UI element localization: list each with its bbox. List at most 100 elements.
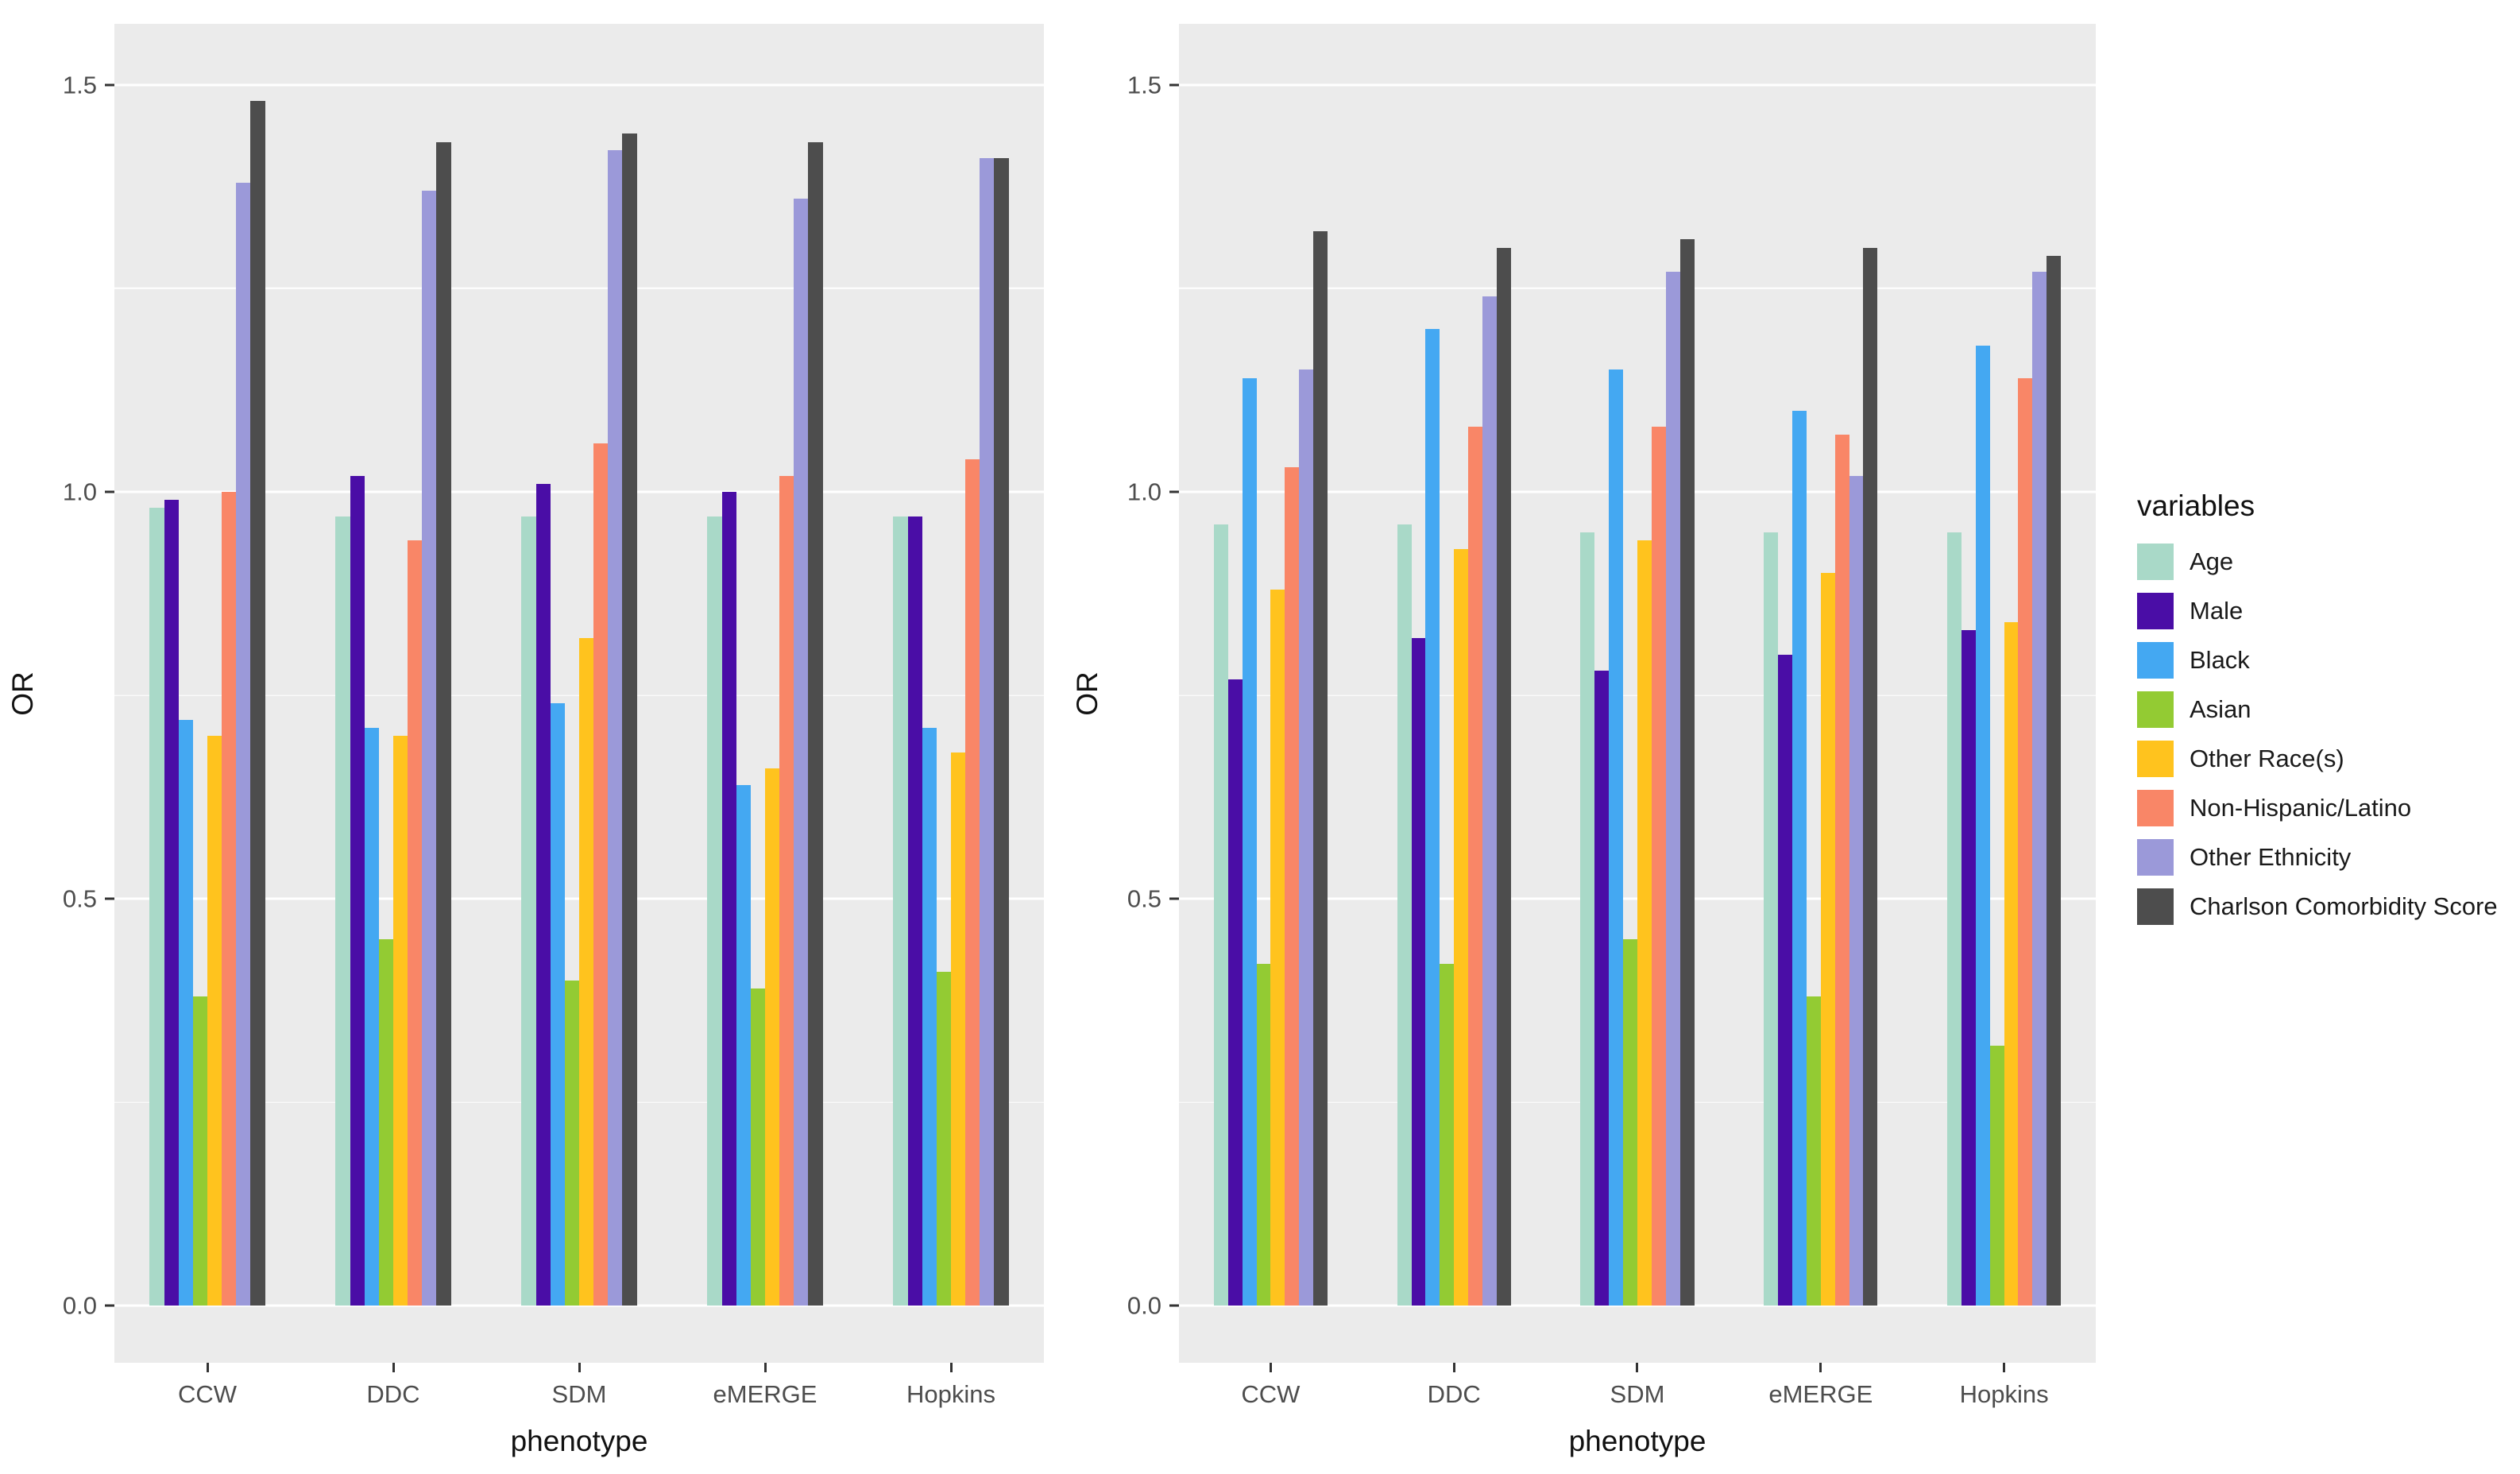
y-tick-mark bbox=[105, 1304, 114, 1307]
bar-other-ethnicity bbox=[1482, 296, 1497, 1306]
y-tick-label: 1.0 bbox=[62, 478, 97, 506]
bar-age bbox=[1764, 532, 1779, 1306]
x-tick-label: eMERGE bbox=[1768, 1380, 1873, 1408]
x-tick-label: SDM bbox=[551, 1380, 607, 1408]
bar-asian bbox=[378, 939, 394, 1306]
x-axis-slot: SDM bbox=[486, 1363, 672, 1414]
legend-item-non-hispanic-latino: Non-Hispanic/Latino bbox=[2137, 789, 2520, 826]
y-tick-mark bbox=[105, 897, 114, 900]
y-axis-title-text: OR bbox=[6, 671, 39, 716]
bar-non-hispanic-latino bbox=[1285, 467, 1300, 1306]
bar-group-sdm bbox=[1546, 24, 1730, 1306]
x-tick-mark bbox=[392, 1363, 395, 1372]
bar-other-race-s bbox=[1454, 548, 1469, 1306]
x-tick-mark bbox=[2003, 1363, 2006, 1372]
x-axis: CCW DDC SDM eMERGE Hopkins bbox=[1179, 1363, 2096, 1414]
x-axis-slot: SDM bbox=[1546, 1363, 1730, 1414]
bar-charlson-comorbidity-score bbox=[1313, 231, 1328, 1306]
x-axis-slot: CCW bbox=[1179, 1363, 1362, 1414]
x-tick-mark bbox=[1819, 1363, 1822, 1372]
legend: variables Age Male Black Asian Other Race(s)… bbox=[2116, 0, 2520, 1450]
bar-other-ethnicity bbox=[422, 191, 437, 1306]
bar-group-sdm bbox=[486, 24, 672, 1306]
bar-cluster bbox=[1213, 24, 1328, 1306]
legend-swatch-non-hispanic-latino bbox=[2137, 789, 2174, 826]
x-tick-mark bbox=[206, 1363, 209, 1372]
bar-cluster bbox=[521, 24, 637, 1306]
x-axis-slot: eMERGE bbox=[1729, 1363, 1912, 1414]
bar-male bbox=[1961, 630, 1976, 1306]
gridline-major bbox=[1179, 83, 2096, 87]
bar-other-race-s bbox=[1270, 589, 1285, 1306]
bar-charlson-comorbidity-score bbox=[1863, 247, 1878, 1306]
bar-asian bbox=[1440, 964, 1455, 1306]
x-axis-slot: Hopkins bbox=[1912, 1363, 2096, 1414]
legend-swatch-other-ethnicity bbox=[2137, 838, 2174, 876]
bar-cluster bbox=[707, 24, 823, 1306]
bar-age bbox=[1397, 524, 1412, 1306]
gridline-major bbox=[114, 490, 1044, 493]
bar-black bbox=[736, 784, 751, 1306]
legend-label: Other Race(s) bbox=[2190, 744, 2344, 772]
legend-label: Non-Hispanic/Latino bbox=[2190, 793, 2412, 822]
bar-other-ethnicity bbox=[1665, 272, 1680, 1306]
plot-area bbox=[1179, 24, 2096, 1306]
legend-swatch-age bbox=[2137, 543, 2174, 580]
bar-black bbox=[1792, 410, 1807, 1306]
bar-charlson-comorbidity-score bbox=[994, 158, 1009, 1306]
legend-label: Asian bbox=[2190, 694, 2251, 723]
bar-group-emerge bbox=[1729, 24, 1912, 1306]
bar-non-hispanic-latino bbox=[1468, 427, 1482, 1306]
bar-non-hispanic-latino bbox=[965, 459, 980, 1306]
y-tick-mark bbox=[105, 83, 114, 87]
gridline-major bbox=[114, 83, 1044, 87]
bar-charlson-comorbidity-score bbox=[250, 101, 265, 1306]
plot-panel bbox=[114, 24, 1044, 1363]
bar-charlson-comorbidity-score bbox=[1496, 247, 1511, 1306]
legend-swatch-black bbox=[2137, 641, 2174, 679]
bar-male bbox=[1594, 671, 1610, 1306]
bar-asian bbox=[1989, 1045, 2004, 1306]
bar-age bbox=[335, 516, 350, 1306]
y-tick-label: 0.0 bbox=[62, 1291, 97, 1320]
x-tick-label: CCW bbox=[1241, 1380, 1301, 1408]
legend-items: Age Male Black Asian Other Race(s) Non-Hispan… bbox=[2137, 543, 2520, 938]
bar-black bbox=[178, 719, 193, 1306]
bar-asian bbox=[936, 972, 952, 1306]
bar-black bbox=[922, 728, 937, 1306]
x-tick-label: Hopkins bbox=[906, 1380, 995, 1408]
bar-cluster bbox=[1397, 24, 1511, 1306]
x-tick-mark bbox=[578, 1363, 581, 1372]
x-axis-slot: DDC bbox=[300, 1363, 486, 1414]
bar-other-race-s bbox=[2004, 621, 2019, 1306]
x-tick-label: DDC bbox=[366, 1380, 420, 1408]
y-tick-label: 1.5 bbox=[1127, 71, 1161, 99]
bar-male bbox=[350, 475, 365, 1306]
bar-group-ddc bbox=[1362, 24, 1546, 1306]
legend-item-asian: Asian bbox=[2137, 691, 2520, 728]
x-axis-title: phenotype bbox=[1568, 1425, 1706, 1457]
bar-age bbox=[893, 516, 908, 1306]
y-tick-mark bbox=[105, 490, 114, 493]
y-axis-title: OR bbox=[0, 24, 46, 1363]
bar-other-ethnicity bbox=[1849, 475, 1864, 1306]
legend-label: Male bbox=[2190, 596, 2244, 625]
legend-label: Other Ethnicity bbox=[2190, 842, 2352, 871]
y-tick-mark bbox=[1169, 83, 1179, 87]
y-tick-mark bbox=[1169, 490, 1179, 493]
bar-other-ethnicity bbox=[794, 199, 809, 1306]
x-tick-label: CCW bbox=[177, 1380, 238, 1408]
bar-non-hispanic-latino bbox=[1834, 435, 1849, 1306]
bar-non-hispanic-latino bbox=[779, 475, 794, 1306]
bar-age bbox=[1947, 532, 1962, 1306]
bar-male bbox=[535, 483, 551, 1306]
bar-group-ccw bbox=[114, 24, 300, 1306]
legend-label: Black bbox=[2190, 645, 2250, 674]
gridline-major bbox=[1179, 1304, 2096, 1307]
bar-age bbox=[1213, 524, 1228, 1306]
bar-black bbox=[364, 728, 379, 1306]
bar-other-race-s bbox=[765, 768, 780, 1306]
y-axis-title: OR bbox=[1065, 24, 1111, 1363]
bar-age bbox=[707, 516, 722, 1306]
